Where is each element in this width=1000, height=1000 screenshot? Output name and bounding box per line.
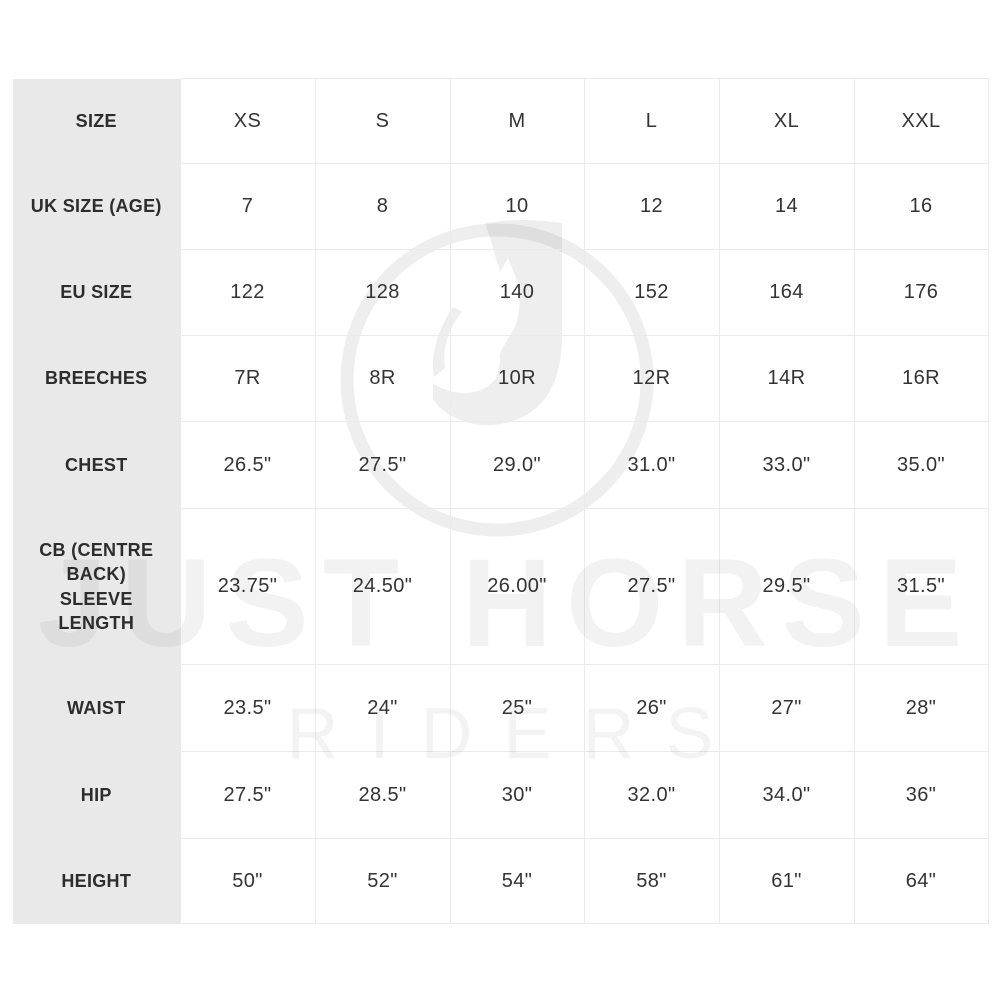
- table-row: BREECHES 7R 8R 10R 12R 14R 16R: [13, 335, 989, 422]
- size-value-cell: 7R: [179, 335, 316, 422]
- size-column-header: S: [314, 78, 451, 164]
- size-value-cell: 26.5": [179, 421, 316, 509]
- size-value-cell: 16: [853, 163, 989, 250]
- size-value-cell: 176: [853, 249, 989, 336]
- size-value-cell: 27.5": [583, 508, 720, 665]
- size-value-cell: 14R: [718, 335, 855, 422]
- size-chart-table: SIZE XS S M L XL XXL UK SIZE (AGE) 7 8 10 12 14 16 EU …: [13, 78, 989, 924]
- size-value-cell: 29.0": [449, 421, 585, 509]
- size-value-cell: 8: [314, 163, 451, 250]
- size-column-header: XXL: [853, 78, 989, 164]
- size-value-cell: 12R: [583, 335, 720, 422]
- table-row: CHEST 26.5" 27.5" 29.0" 31.0" 33.0" 35.0": [13, 421, 989, 509]
- row-label: EU SIZE: [13, 249, 180, 336]
- size-value-cell: 28": [853, 664, 989, 752]
- size-column-header: XL: [718, 78, 855, 164]
- size-value-cell: 140: [449, 249, 585, 336]
- size-value-cell: 26.00": [449, 508, 585, 665]
- size-value-cell: 128: [314, 249, 451, 336]
- table-row: HIP 27.5" 28.5" 30" 32.0" 34.0" 36": [13, 751, 989, 839]
- size-value-cell: 26": [583, 664, 720, 752]
- size-column-header: L: [583, 78, 720, 164]
- size-value-cell: 152: [583, 249, 720, 336]
- size-header-row: SIZE XS S M L XL XXL: [13, 78, 989, 164]
- size-value-cell: 28.5": [314, 751, 451, 839]
- row-label: CHEST: [13, 421, 180, 509]
- size-value-cell: 29.5": [718, 508, 855, 665]
- size-value-cell: 34.0": [718, 751, 855, 839]
- size-value-cell: 10R: [449, 335, 585, 422]
- size-column-header: XS: [179, 78, 316, 164]
- size-value-cell: 23.5": [179, 664, 316, 752]
- size-value-cell: 25": [449, 664, 585, 752]
- size-value-cell: 14: [718, 163, 855, 250]
- size-value-cell: 31.0": [583, 421, 720, 509]
- size-value-cell: 54": [449, 838, 585, 924]
- size-value-cell: 16R: [853, 335, 989, 422]
- size-column-header: M: [449, 78, 585, 164]
- size-value-cell: 31.5": [853, 508, 989, 665]
- size-value-cell: 61": [718, 838, 855, 924]
- size-value-cell: 27": [718, 664, 855, 752]
- size-value-cell: 23.75": [179, 508, 316, 665]
- table-row: WAIST 23.5" 24" 25" 26" 27" 28": [13, 664, 989, 752]
- row-label: SIZE: [13, 78, 180, 164]
- size-value-cell: 50": [179, 838, 316, 924]
- table-row: CB (CENTRE BACK) SLEEVE LENGTH 23.75" 24.5…: [13, 508, 989, 665]
- row-label: CB (CENTRE BACK) SLEEVE LENGTH: [13, 508, 180, 665]
- row-label: WAIST: [13, 664, 180, 752]
- size-value-cell: 64": [853, 838, 989, 924]
- size-value-cell: 164: [718, 249, 855, 336]
- row-label: HIP: [13, 751, 180, 839]
- size-value-cell: 10: [449, 163, 585, 250]
- size-value-cell: 36": [853, 751, 989, 839]
- size-value-cell: 8R: [314, 335, 451, 422]
- size-value-cell: 24.50": [314, 508, 451, 665]
- size-chart-body: SIZE XS S M L XL XXL UK SIZE (AGE) 7 8 10 12 14 16 EU …: [13, 78, 989, 924]
- size-value-cell: 58": [583, 838, 720, 924]
- size-value-cell: 35.0": [853, 421, 989, 509]
- table-row: HEIGHT 50" 52" 54" 58" 61" 64": [13, 838, 989, 924]
- table-row: UK SIZE (AGE) 7 8 10 12 14 16: [13, 163, 989, 250]
- row-label: UK SIZE (AGE): [13, 163, 180, 250]
- row-label: BREECHES: [13, 335, 180, 422]
- table-row: EU SIZE 122 128 140 152 164 176: [13, 249, 989, 336]
- size-value-cell: 24": [314, 664, 451, 752]
- size-value-cell: 27.5": [179, 751, 316, 839]
- size-value-cell: 33.0": [718, 421, 855, 509]
- size-value-cell: 30": [449, 751, 585, 839]
- size-value-cell: 12: [583, 163, 720, 250]
- size-value-cell: 27.5": [314, 421, 451, 509]
- size-value-cell: 122: [179, 249, 316, 336]
- size-value-cell: 32.0": [583, 751, 720, 839]
- size-value-cell: 52": [314, 838, 451, 924]
- row-label: HEIGHT: [13, 838, 180, 924]
- size-value-cell: 7: [179, 163, 316, 250]
